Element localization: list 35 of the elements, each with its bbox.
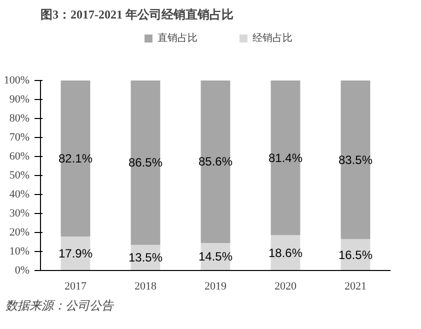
bar [60, 80, 90, 236]
bar [270, 80, 300, 236]
bar [340, 80, 370, 240]
data-label: 14.5% [198, 250, 233, 264]
y-tick-label: 90% [9, 94, 30, 106]
chart-title: 图3：2017-2021 年公司经销直销占比 [40, 8, 234, 22]
source-note: 数据来源：公司公告 [6, 298, 114, 312]
y-tick-label: 20% [9, 226, 30, 238]
y-tick-label: 30% [9, 208, 30, 220]
legend-label: 直销占比 [158, 32, 198, 45]
data-label: 86.5% [128, 156, 163, 170]
data-label: 82.1% [58, 151, 93, 166]
x-tick-label: 2020 [274, 280, 297, 292]
bar [130, 80, 160, 245]
data-label: 17.9% [58, 246, 93, 260]
bar [200, 80, 230, 243]
x-tick-label: 2018 [134, 280, 157, 292]
y-tick-label: 10% [9, 246, 30, 258]
data-label: 18.6% [268, 246, 303, 260]
y-tick-label: 70% [9, 132, 30, 144]
data-label: 83.5% [338, 152, 373, 167]
data-label: 81.4% [268, 150, 303, 165]
legend-label: 经销占比 [252, 32, 292, 45]
y-tick-label: 40% [9, 188, 30, 200]
y-tick-label: 100% [4, 74, 30, 86]
x-tick-label: 2019 [204, 280, 227, 292]
x-tick-label: 2021 [344, 280, 366, 292]
y-tick-label: 80% [9, 112, 30, 124]
data-label: 85.6% [198, 154, 233, 169]
x-tick-label: 2017 [64, 280, 87, 292]
y-tick-label: 0% [14, 264, 30, 276]
y-tick-label: 60% [9, 150, 30, 162]
data-label: 13.5% [128, 250, 163, 265]
data-label: 16.5% [338, 248, 373, 262]
y-tick-label: 50% [9, 170, 30, 182]
